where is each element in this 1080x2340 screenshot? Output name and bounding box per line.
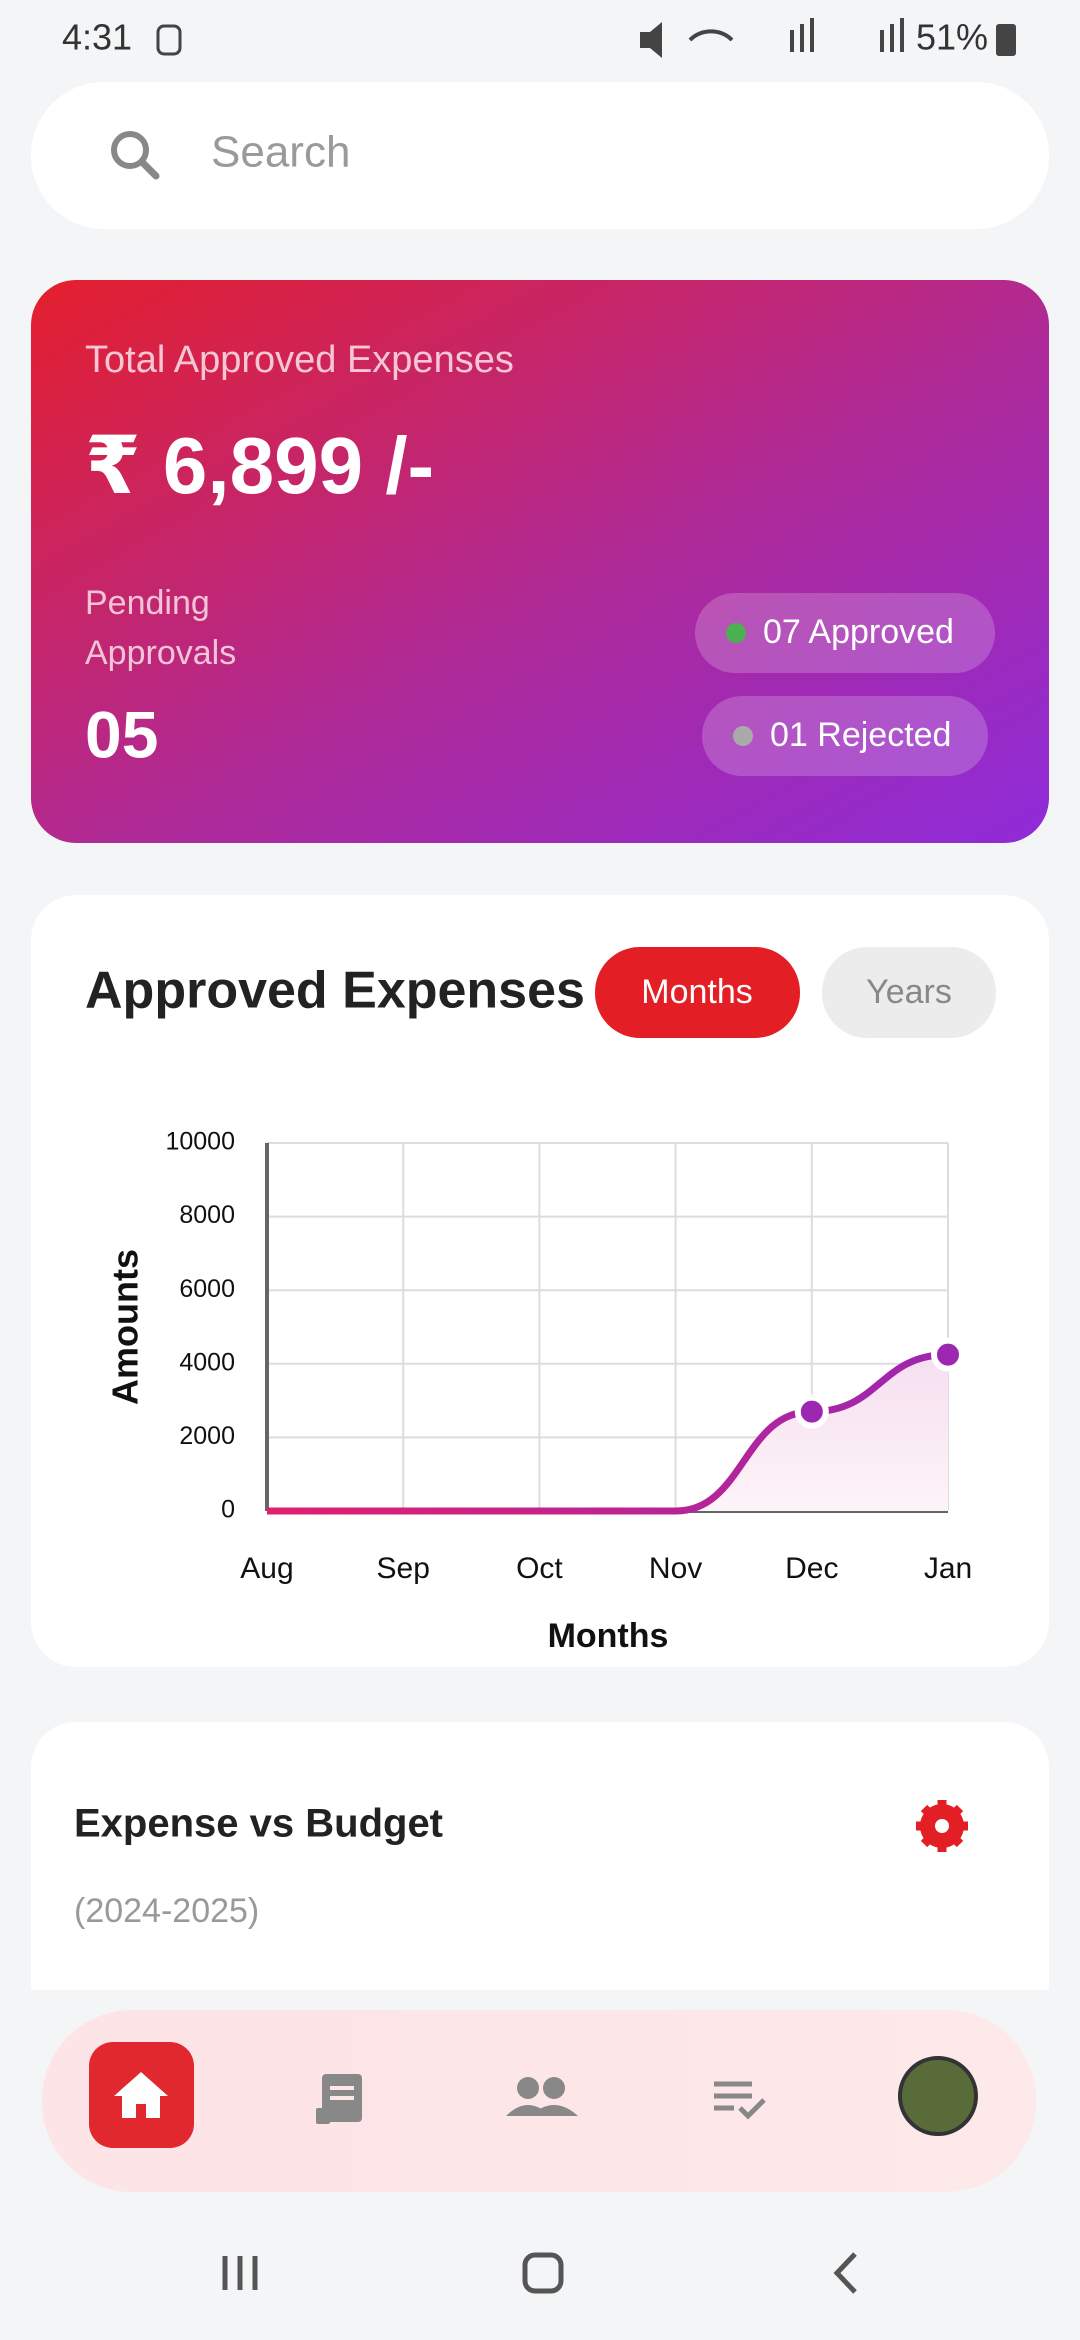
y-tick-label: 0 [221, 1496, 235, 1524]
plot: 0 2000 4000 6000 8000 10000 Aug Sep Oct Nov Dec Jan [165, 1128, 972, 1585]
x-tick-label: Dec [785, 1552, 838, 1585]
budget-period: (2024-2025) [74, 1892, 259, 1930]
data-point [931, 1337, 965, 1372]
rejected-pill[interactable] [702, 696, 988, 776]
team-icon[interactable] [506, 2077, 578, 2116]
data-point [794, 1394, 829, 1429]
expenses-icon[interactable] [316, 2074, 362, 2124]
search-placeholder: Search [211, 128, 350, 177]
years-tab[interactable] [822, 947, 996, 1038]
line-series [267, 1351, 949, 1515]
y-tick-label: 2000 [179, 1422, 235, 1450]
rejected-dot [733, 726, 753, 746]
clock: 4:31 [62, 17, 132, 58]
pending-count: 05 [85, 697, 158, 771]
line-area [267, 1354, 948, 1511]
summary-title: Total Approved Expenses [85, 339, 514, 381]
y-tick-label: 4000 [179, 1348, 235, 1376]
approved-pill[interactable] [695, 593, 995, 673]
status-icons [640, 18, 1016, 58]
search-box[interactable] [31, 82, 1049, 229]
x-axis-label: Months [548, 1617, 669, 1655]
settings-icon[interactable] [916, 1800, 968, 1852]
search-icon [111, 131, 149, 169]
summary-card [31, 280, 1049, 843]
years-tab-label: Years [866, 973, 952, 1011]
search-icon-handle [138, 158, 160, 180]
x-tick-label: Aug [240, 1552, 293, 1585]
x-tick-label: Sep [377, 1552, 430, 1585]
status-icon [156, 24, 182, 56]
y-tick-label: 10000 [165, 1128, 235, 1156]
home-icon [114, 2072, 168, 2118]
y-tick-label: 8000 [179, 1201, 235, 1229]
system-nav [222, 2252, 857, 2294]
profile-avatar-ring [898, 2056, 978, 2136]
x-tick-label: Nov [649, 1552, 702, 1585]
y-axis-label: Amounts [105, 1249, 146, 1405]
profile-avatar[interactable] [900, 2058, 976, 2134]
pending-label: Pending [85, 584, 210, 622]
approved-count: 07 Approved [763, 613, 954, 651]
total-amount: ₹ 6,899 /- [85, 421, 434, 510]
y-tick-label: 6000 [179, 1275, 235, 1303]
battery-level: 51% [916, 17, 988, 58]
tasks-icon[interactable] [714, 2081, 766, 2120]
chart-title: Approved Expenses [85, 962, 585, 1020]
pending-label: Approvals [85, 634, 236, 672]
bottom-nav [42, 2010, 1036, 2192]
budget-title: Expense vs Budget [74, 1802, 443, 1846]
x-tick-label: Jan [924, 1552, 972, 1585]
x-tick-label: Oct [516, 1552, 563, 1585]
months-tab-label: Months [641, 973, 753, 1011]
months-tab[interactable] [595, 947, 800, 1038]
approved-dot [726, 623, 746, 643]
rejected-count: 01 Rejected [770, 716, 951, 754]
